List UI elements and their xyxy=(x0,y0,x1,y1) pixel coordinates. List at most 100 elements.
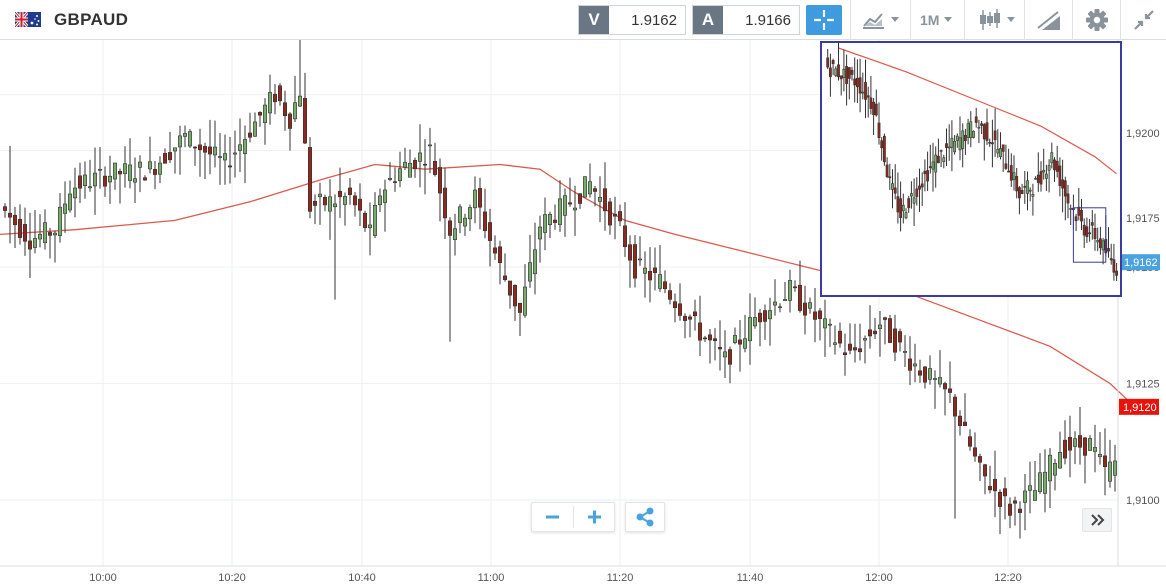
candle xyxy=(662,270,667,294)
candle xyxy=(1020,183,1024,195)
candle xyxy=(642,251,647,298)
zoom-divider xyxy=(573,506,574,528)
candle xyxy=(993,108,997,157)
candle xyxy=(108,155,113,204)
candle xyxy=(902,335,907,368)
settings-button[interactable] xyxy=(1082,6,1112,34)
candle xyxy=(969,111,973,148)
candle xyxy=(233,130,238,178)
candle xyxy=(1115,262,1119,282)
candle xyxy=(123,146,128,188)
candle xyxy=(467,204,472,232)
candle xyxy=(1023,170,1027,204)
candle xyxy=(282,90,287,131)
candle xyxy=(1083,436,1088,484)
candle xyxy=(272,83,277,115)
candle xyxy=(1096,227,1100,252)
candle xyxy=(1074,213,1078,232)
candle xyxy=(961,123,965,168)
candle xyxy=(996,129,1000,158)
candlestick-chart[interactable]: 10:00 10:20 10:40 11:00 11:20 11:40 12:00 12:20… xyxy=(0,40,1166,588)
candle xyxy=(37,214,42,248)
candle xyxy=(937,350,942,388)
candle xyxy=(912,343,917,383)
candle xyxy=(447,217,452,342)
candle xyxy=(437,158,442,222)
share-button[interactable] xyxy=(625,502,665,532)
candle xyxy=(183,125,188,148)
candle xyxy=(907,195,911,213)
minimap-overview[interactable]: 1,9200 1,9175 1,9162 xyxy=(820,41,1160,297)
candle xyxy=(839,75,843,96)
bid-price-box[interactable]: V 1.9162 xyxy=(578,5,686,35)
drawing-tools-button[interactable] xyxy=(1032,6,1066,34)
candle xyxy=(362,210,367,232)
candle xyxy=(712,328,717,361)
candle xyxy=(958,116,962,161)
collapse-button[interactable] xyxy=(1130,6,1158,34)
candle xyxy=(397,151,402,188)
candle xyxy=(977,119,981,144)
candle xyxy=(896,172,900,224)
candle xyxy=(208,119,213,175)
instrument-symbol[interactable]: GBPAUD xyxy=(54,10,129,29)
x-tick-label: 10:00 xyxy=(89,572,117,584)
ask-price-box[interactable]: A 1.9166 xyxy=(692,5,800,35)
chart-type-button[interactable] xyxy=(858,6,904,34)
zoom-out-button[interactable] xyxy=(532,503,573,531)
candles-button[interactable] xyxy=(972,6,1018,34)
candle xyxy=(972,130,975,139)
candle xyxy=(767,297,772,346)
chart-type-icon xyxy=(863,13,884,29)
timeframe-button[interactable]: 1M xyxy=(920,6,956,34)
minimap-selection-window[interactable] xyxy=(1072,207,1107,263)
x-tick-label: 11:40 xyxy=(737,572,764,584)
candle xyxy=(652,247,657,291)
candle xyxy=(27,212,32,279)
candle xyxy=(752,297,757,329)
candle xyxy=(887,314,892,344)
candle xyxy=(178,125,183,175)
candle xyxy=(417,124,422,188)
share-icon xyxy=(636,507,654,527)
candle xyxy=(1050,142,1054,169)
candle xyxy=(307,137,312,219)
candle xyxy=(407,149,412,178)
candle xyxy=(1085,217,1089,243)
candle xyxy=(532,222,537,295)
scroll-to-latest-button[interactable] xyxy=(1082,508,1112,532)
chevron-down-icon xyxy=(1007,17,1015,22)
candle xyxy=(622,202,627,257)
candle xyxy=(472,176,477,224)
candle xyxy=(1090,210,1094,240)
candle xyxy=(897,328,902,352)
candle xyxy=(955,133,959,148)
candle xyxy=(834,66,838,78)
candle xyxy=(945,128,948,166)
candle xyxy=(1069,204,1073,225)
candle xyxy=(672,293,677,323)
candle xyxy=(1042,148,1046,180)
candle xyxy=(866,86,870,118)
crosshair-button[interactable] xyxy=(806,5,842,35)
candle xyxy=(1093,213,1097,251)
candle xyxy=(817,307,822,341)
candle xyxy=(1034,176,1038,180)
candle xyxy=(482,188,487,239)
candle xyxy=(317,182,322,225)
candle xyxy=(872,98,876,136)
candle xyxy=(980,120,984,135)
candle xyxy=(253,112,258,137)
minimap-price-badge: 1,9162 xyxy=(1122,254,1160,271)
candle xyxy=(1113,444,1118,492)
candle xyxy=(1045,164,1048,191)
zoom-in-button[interactable] xyxy=(574,503,615,531)
candle xyxy=(68,180,73,213)
x-tick-label: 12:00 xyxy=(865,572,893,584)
last-price-badge: 1,9120 xyxy=(1119,398,1159,415)
candle xyxy=(57,193,62,243)
candle xyxy=(572,185,577,236)
candle xyxy=(977,453,982,481)
candle xyxy=(727,346,732,384)
candle xyxy=(442,167,447,240)
